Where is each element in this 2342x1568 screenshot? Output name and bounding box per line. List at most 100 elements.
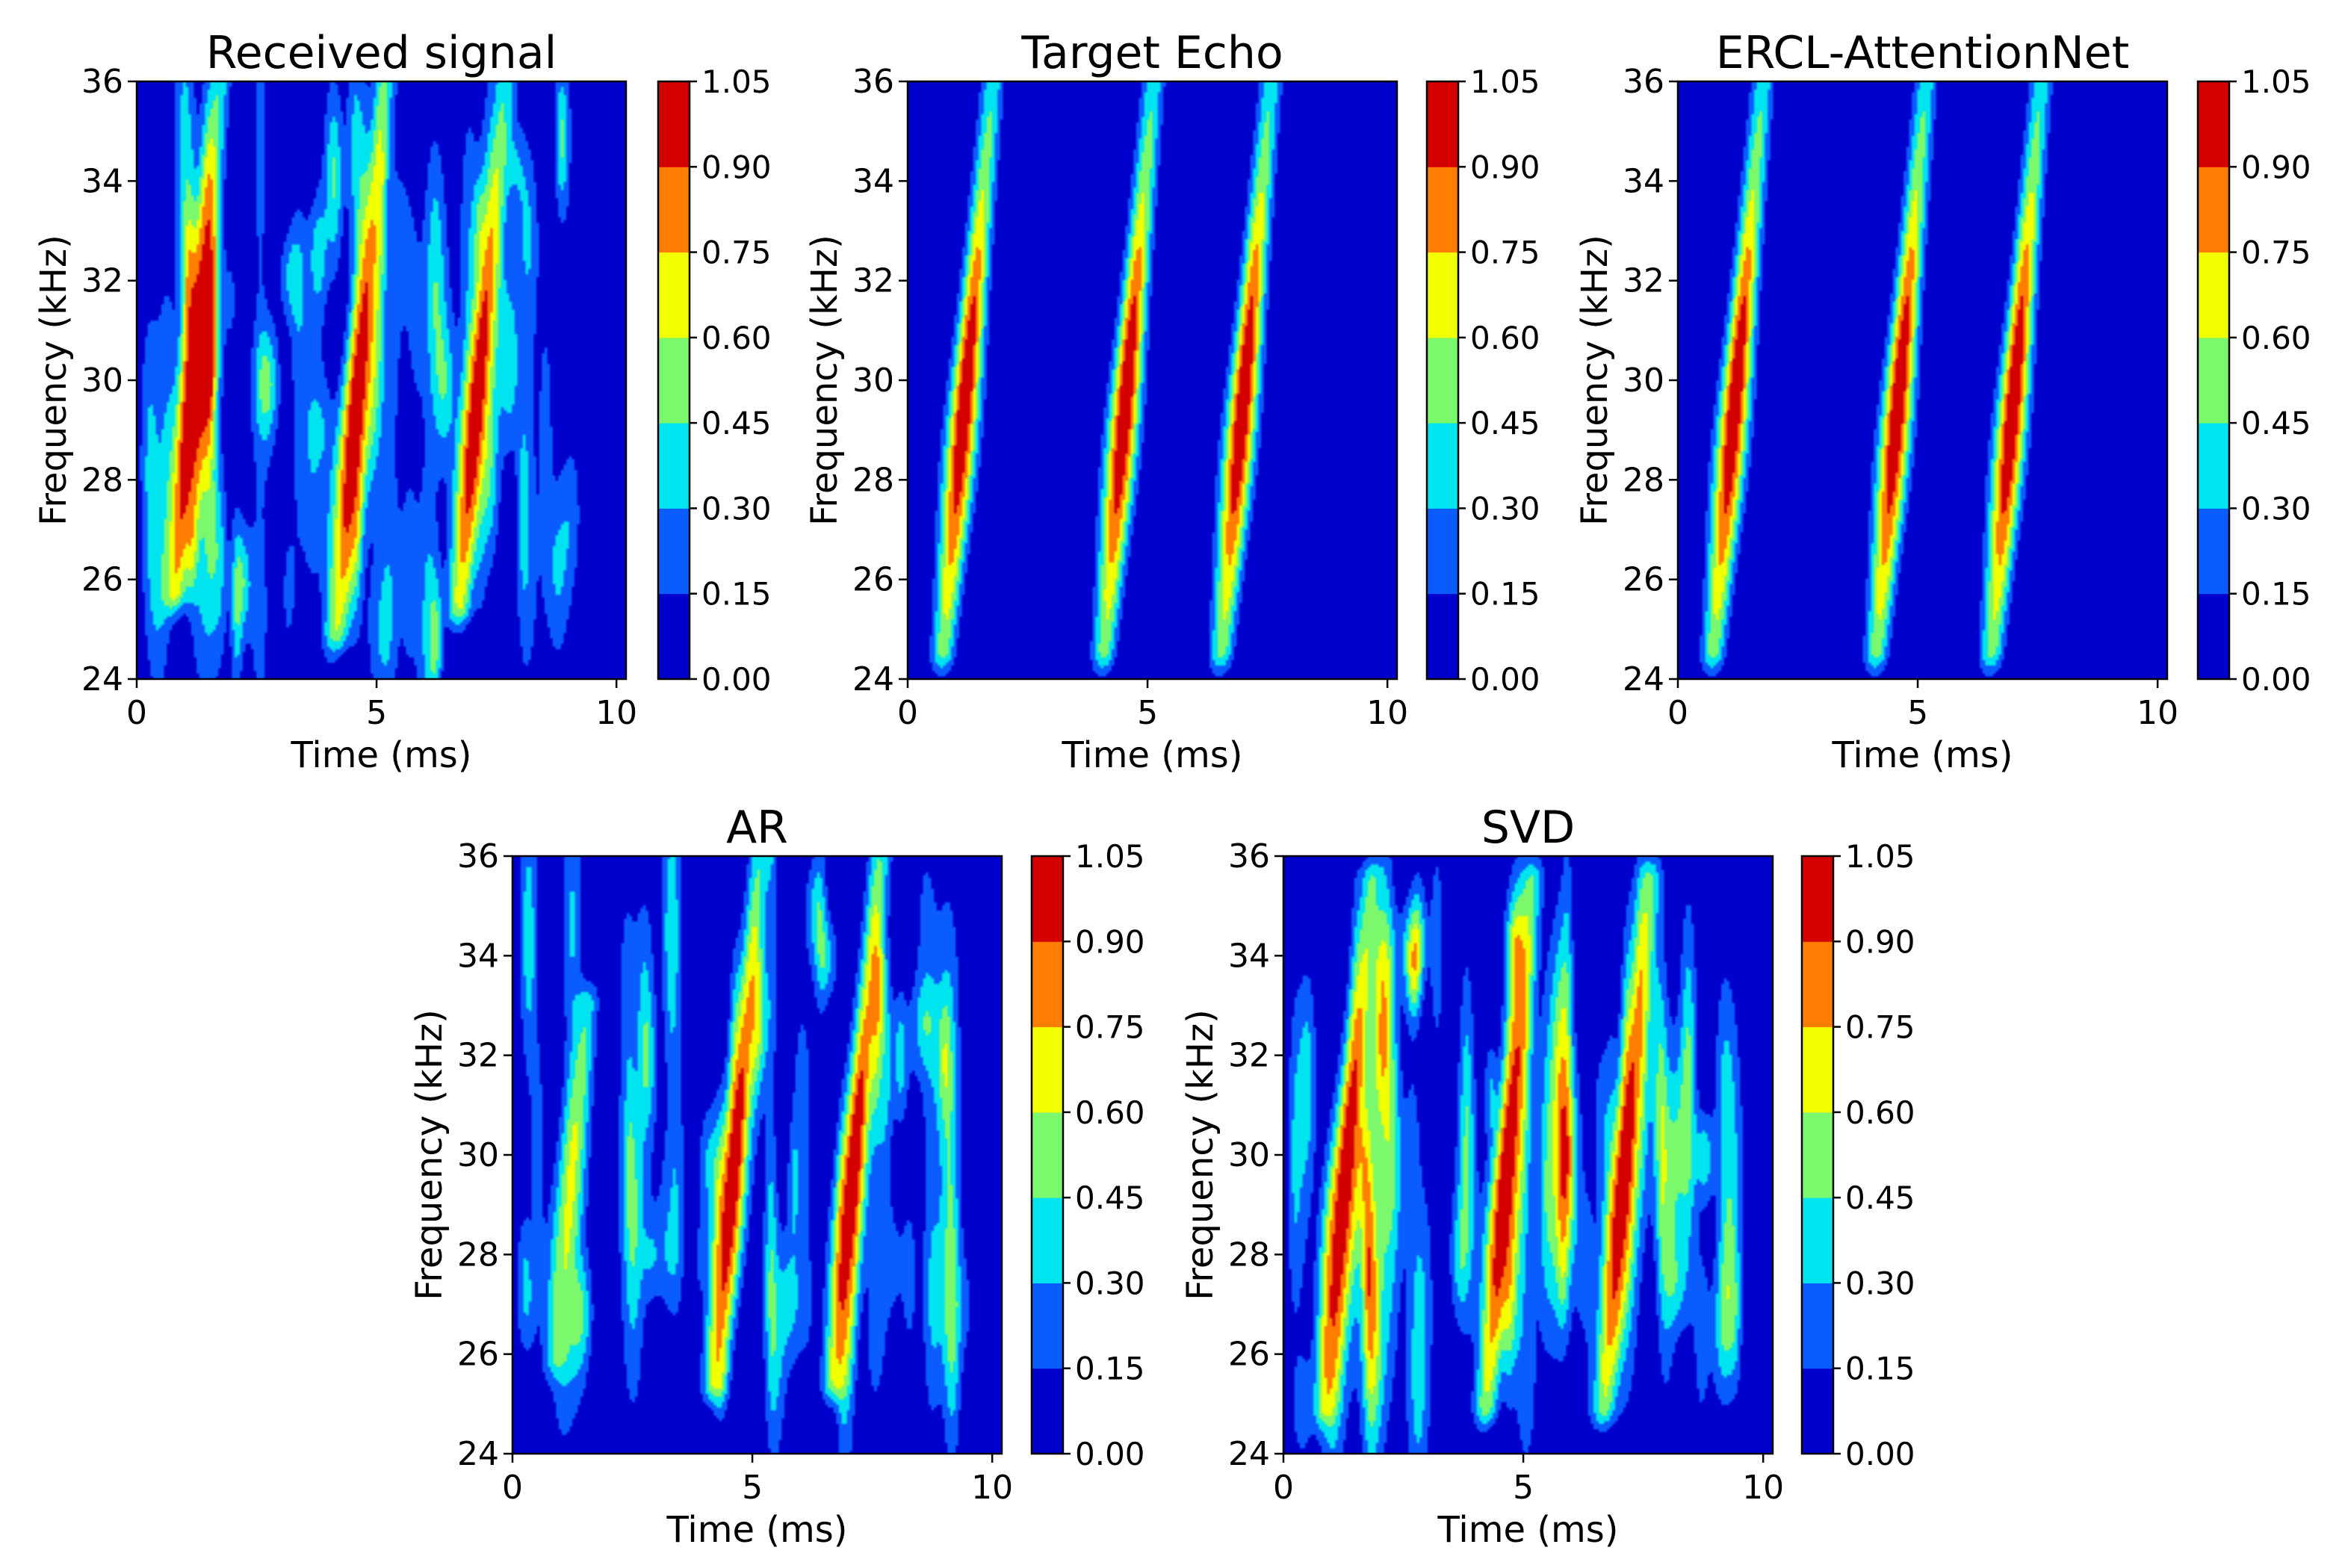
y-tick-label: 24 <box>852 660 894 698</box>
colorbar-band <box>1802 1026 1833 1113</box>
colorbar-band <box>658 423 690 509</box>
y-tick-label: 30 <box>852 362 894 400</box>
y-tick-label: 30 <box>81 362 123 400</box>
colorbar-tick-label: 0.45 <box>1845 1180 1915 1216</box>
colorbar-band <box>658 337 690 424</box>
y-tick-label: 36 <box>457 837 499 876</box>
x-tick-label: 5 <box>742 1469 763 1507</box>
colorbar-tick-label: 0.45 <box>1470 405 1540 441</box>
y-tick-label: 24 <box>1228 1435 1270 1473</box>
panel-ar: AR 24 26 28 30 32 34 36 0 5 10 Time (ms) Frequency (… <box>409 802 1145 1551</box>
y-axis-label: Frequency (kHz) <box>33 235 75 526</box>
colorbar-band <box>1427 252 1458 338</box>
x-tick-label: 10 <box>2137 694 2178 732</box>
colorbar-tick-label: 0.45 <box>701 405 772 441</box>
colorbar-tick-label: 0.60 <box>1470 320 1540 356</box>
colorbar-band <box>2198 337 2229 424</box>
y-tick-label: 32 <box>1623 262 1664 300</box>
x-tick-label: 10 <box>1366 694 1408 732</box>
colorbar-tick-label: 0.30 <box>701 490 772 527</box>
y-tick-label: 34 <box>1623 162 1664 200</box>
colorbar-tick-label: 0.60 <box>1075 1094 1145 1131</box>
colorbar-band <box>2198 81 2229 167</box>
colorbar-frame <box>657 80 691 681</box>
colorbar-band <box>1427 423 1458 509</box>
y-tick-label: 34 <box>81 162 123 200</box>
colorbar-tick-label: 0.00 <box>1470 661 1540 698</box>
colorbar-tick-label: 0.75 <box>1470 235 1540 271</box>
y-axis-label: Frequency (kHz) <box>1574 235 1616 526</box>
colorbar-tick-label: 0.90 <box>2241 149 2311 185</box>
colorbar-tick-label: 0.60 <box>2241 320 2311 356</box>
colorbar-tick-label: 0.00 <box>2241 661 2311 698</box>
y-axis-label: Frequency (kHz) <box>409 1009 450 1301</box>
colorbar-frame <box>1425 80 1460 681</box>
chart-title: AR <box>726 802 788 854</box>
colorbar-band <box>658 508 690 595</box>
colorbar-tick-label: 0.30 <box>1470 490 1540 527</box>
x-tick-label: 5 <box>366 694 387 732</box>
chart-title: SVD <box>1481 802 1575 854</box>
x-tick-label: 0 <box>126 694 147 732</box>
colorbar-tick-label: 0.45 <box>2241 405 2311 441</box>
colorbar-frame <box>1030 855 1065 1455</box>
colorbar-band <box>1802 1283 1833 1369</box>
y-tick-label: 24 <box>457 1435 499 1473</box>
x-tick-label: 5 <box>1907 694 1928 732</box>
colorbar-band <box>1427 593 1458 680</box>
chart-title: Received signal <box>206 27 557 79</box>
colorbar-tick-label: 0.75 <box>2241 235 2311 271</box>
y-tick-label: 36 <box>852 63 894 101</box>
colorbar-frame <box>1800 855 1835 1455</box>
colorbar-band <box>2198 252 2229 338</box>
y-tick-label: 34 <box>852 162 894 200</box>
heatmap-image <box>512 856 1002 1454</box>
y-tick-label: 32 <box>1228 1037 1270 1075</box>
heatmap-image <box>1678 81 2167 679</box>
colorbar-band <box>658 81 690 167</box>
colorbar-band <box>1802 1368 1833 1454</box>
colorbar-band <box>658 167 690 253</box>
y-tick-label: 26 <box>852 561 894 599</box>
colorbar-tick-label: 0.00 <box>701 661 772 698</box>
colorbar-band <box>658 593 690 680</box>
colorbar-tick-label: 1.05 <box>1470 63 1540 100</box>
panel-received-signal: Received signal 24 26 28 30 32 34 36 0 5 10 Time (m… <box>33 27 772 776</box>
x-tick-label: 0 <box>1273 1469 1294 1507</box>
colorbar-band <box>1032 856 1063 942</box>
colorbar-tick-label: 0.75 <box>1845 1009 1915 1046</box>
x-tick-label: 10 <box>971 1469 1013 1507</box>
x-axis-label: Time (ms) <box>1832 734 2013 776</box>
chart-title: Target Echo <box>1020 27 1283 79</box>
colorbar-band <box>1427 508 1458 595</box>
colorbar-band <box>1802 1197 1833 1283</box>
y-tick-label: 32 <box>852 262 894 300</box>
y-tick-label: 28 <box>852 461 894 499</box>
colorbar-band <box>2198 167 2229 253</box>
colorbar-tick-label: 0.00 <box>1845 1436 1915 1472</box>
colorbar-band <box>1427 81 1458 167</box>
colorbar-tick-label: 0.15 <box>701 576 772 613</box>
colorbar-band <box>1032 1368 1063 1454</box>
colorbar-frame <box>2196 80 2231 681</box>
y-tick-label: 32 <box>457 1037 499 1075</box>
colorbar-band <box>658 252 690 338</box>
colorbar-band <box>1802 941 1833 1028</box>
colorbar-tick-label: 0.30 <box>1075 1265 1145 1301</box>
x-axis-label: Time (ms) <box>666 1509 848 1551</box>
colorbar-tick-label: 0.15 <box>1845 1351 1915 1387</box>
colorbar-band <box>1032 1026 1063 1113</box>
colorbar-tick-label: 0.75 <box>701 235 772 271</box>
colorbar-tick-label: 0.45 <box>1075 1180 1145 1216</box>
x-tick-label: 10 <box>595 694 637 732</box>
y-tick-label: 26 <box>1228 1336 1270 1374</box>
y-tick-label: 36 <box>81 63 123 101</box>
y-tick-label: 34 <box>457 937 499 975</box>
x-axis-label: Time (ms) <box>291 734 472 776</box>
y-tick-label: 30 <box>457 1136 499 1174</box>
y-tick-label: 30 <box>1623 362 1664 400</box>
colorbar-tick-label: 0.15 <box>1470 576 1540 613</box>
colorbar-band <box>1427 337 1458 424</box>
colorbar-tick-label: 0.90 <box>701 149 772 185</box>
